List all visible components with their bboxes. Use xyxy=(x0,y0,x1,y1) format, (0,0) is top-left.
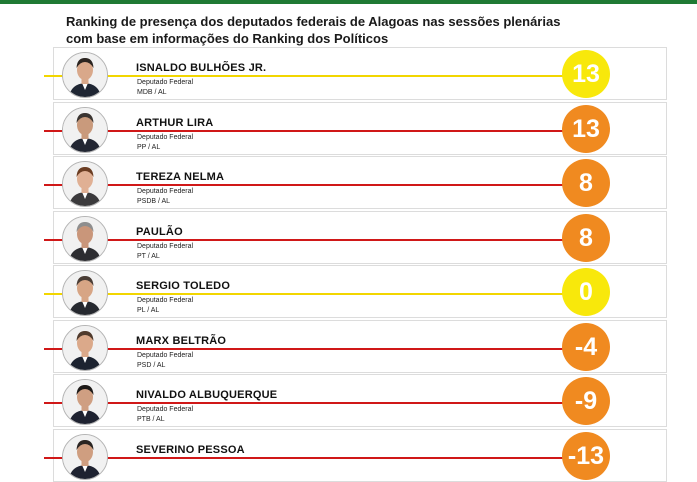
score-bar-line xyxy=(44,457,584,459)
score-badge: -9 xyxy=(562,377,610,425)
deputy-role: Deputado Federal xyxy=(137,243,194,250)
deputy-name: SEVERINO PESSOA xyxy=(136,444,245,456)
score-badge: 8 xyxy=(562,214,610,262)
score-bar-line xyxy=(44,348,584,350)
deputy-photo xyxy=(62,216,108,262)
deputy-party: PT / AL xyxy=(137,253,160,260)
score-badge: 13 xyxy=(562,105,610,153)
deputy-name: MARX BELTRÃO xyxy=(136,335,227,347)
deputy-party: PP / AL xyxy=(137,144,161,151)
deputy-role: Deputado Federal xyxy=(137,352,194,359)
score-badge: 8 xyxy=(562,159,610,207)
deputy-name: ARTHUR LIRA xyxy=(136,117,214,129)
deputy-name: ISNALDO BULHÕES JR. xyxy=(136,62,267,74)
deputy-photo xyxy=(62,52,108,98)
page-title: Ranking de presença dos deputados federa… xyxy=(66,14,561,46)
deputy-party: PTB / AL xyxy=(137,416,165,423)
deputy-photo xyxy=(62,270,108,316)
deputy-name: SERGIO TOLEDO xyxy=(136,280,231,292)
deputy-name: PAULÃO xyxy=(136,226,183,238)
deputy-photo xyxy=(62,161,108,207)
deputy-role: Deputado Federal xyxy=(137,297,194,304)
deputy-photo xyxy=(62,107,108,153)
top-accent-bar xyxy=(0,0,697,4)
deputy-photo xyxy=(62,325,108,371)
deputy-role: Deputado Federal xyxy=(137,79,194,86)
score-bar-line xyxy=(44,130,584,132)
score-badge: 0 xyxy=(562,268,610,316)
deputy-party: MDB / AL xyxy=(137,89,167,96)
deputy-name: TEREZA NELMA xyxy=(136,171,225,183)
score-badge: -13 xyxy=(562,432,610,480)
deputy-name: NIVALDO ALBUQUERQUE xyxy=(136,389,278,401)
score-badge: 13 xyxy=(562,50,610,98)
deputy-party: PL / AL xyxy=(137,307,160,314)
score-bar-line xyxy=(44,239,584,241)
score-bar-line xyxy=(44,402,584,404)
score-bar-line xyxy=(44,184,584,186)
score-badge: -4 xyxy=(562,323,610,371)
deputy-role: Deputado Federal xyxy=(137,188,194,195)
deputy-photo xyxy=(62,434,108,480)
deputy-photo xyxy=(62,379,108,425)
score-bar-line xyxy=(44,75,584,77)
score-bar-line xyxy=(44,293,584,295)
deputy-role: Deputado Federal xyxy=(137,134,194,141)
deputy-party: PSDB / AL xyxy=(137,198,171,205)
deputy-party: PSD / AL xyxy=(137,362,166,369)
deputy-role: Deputado Federal xyxy=(137,406,194,413)
